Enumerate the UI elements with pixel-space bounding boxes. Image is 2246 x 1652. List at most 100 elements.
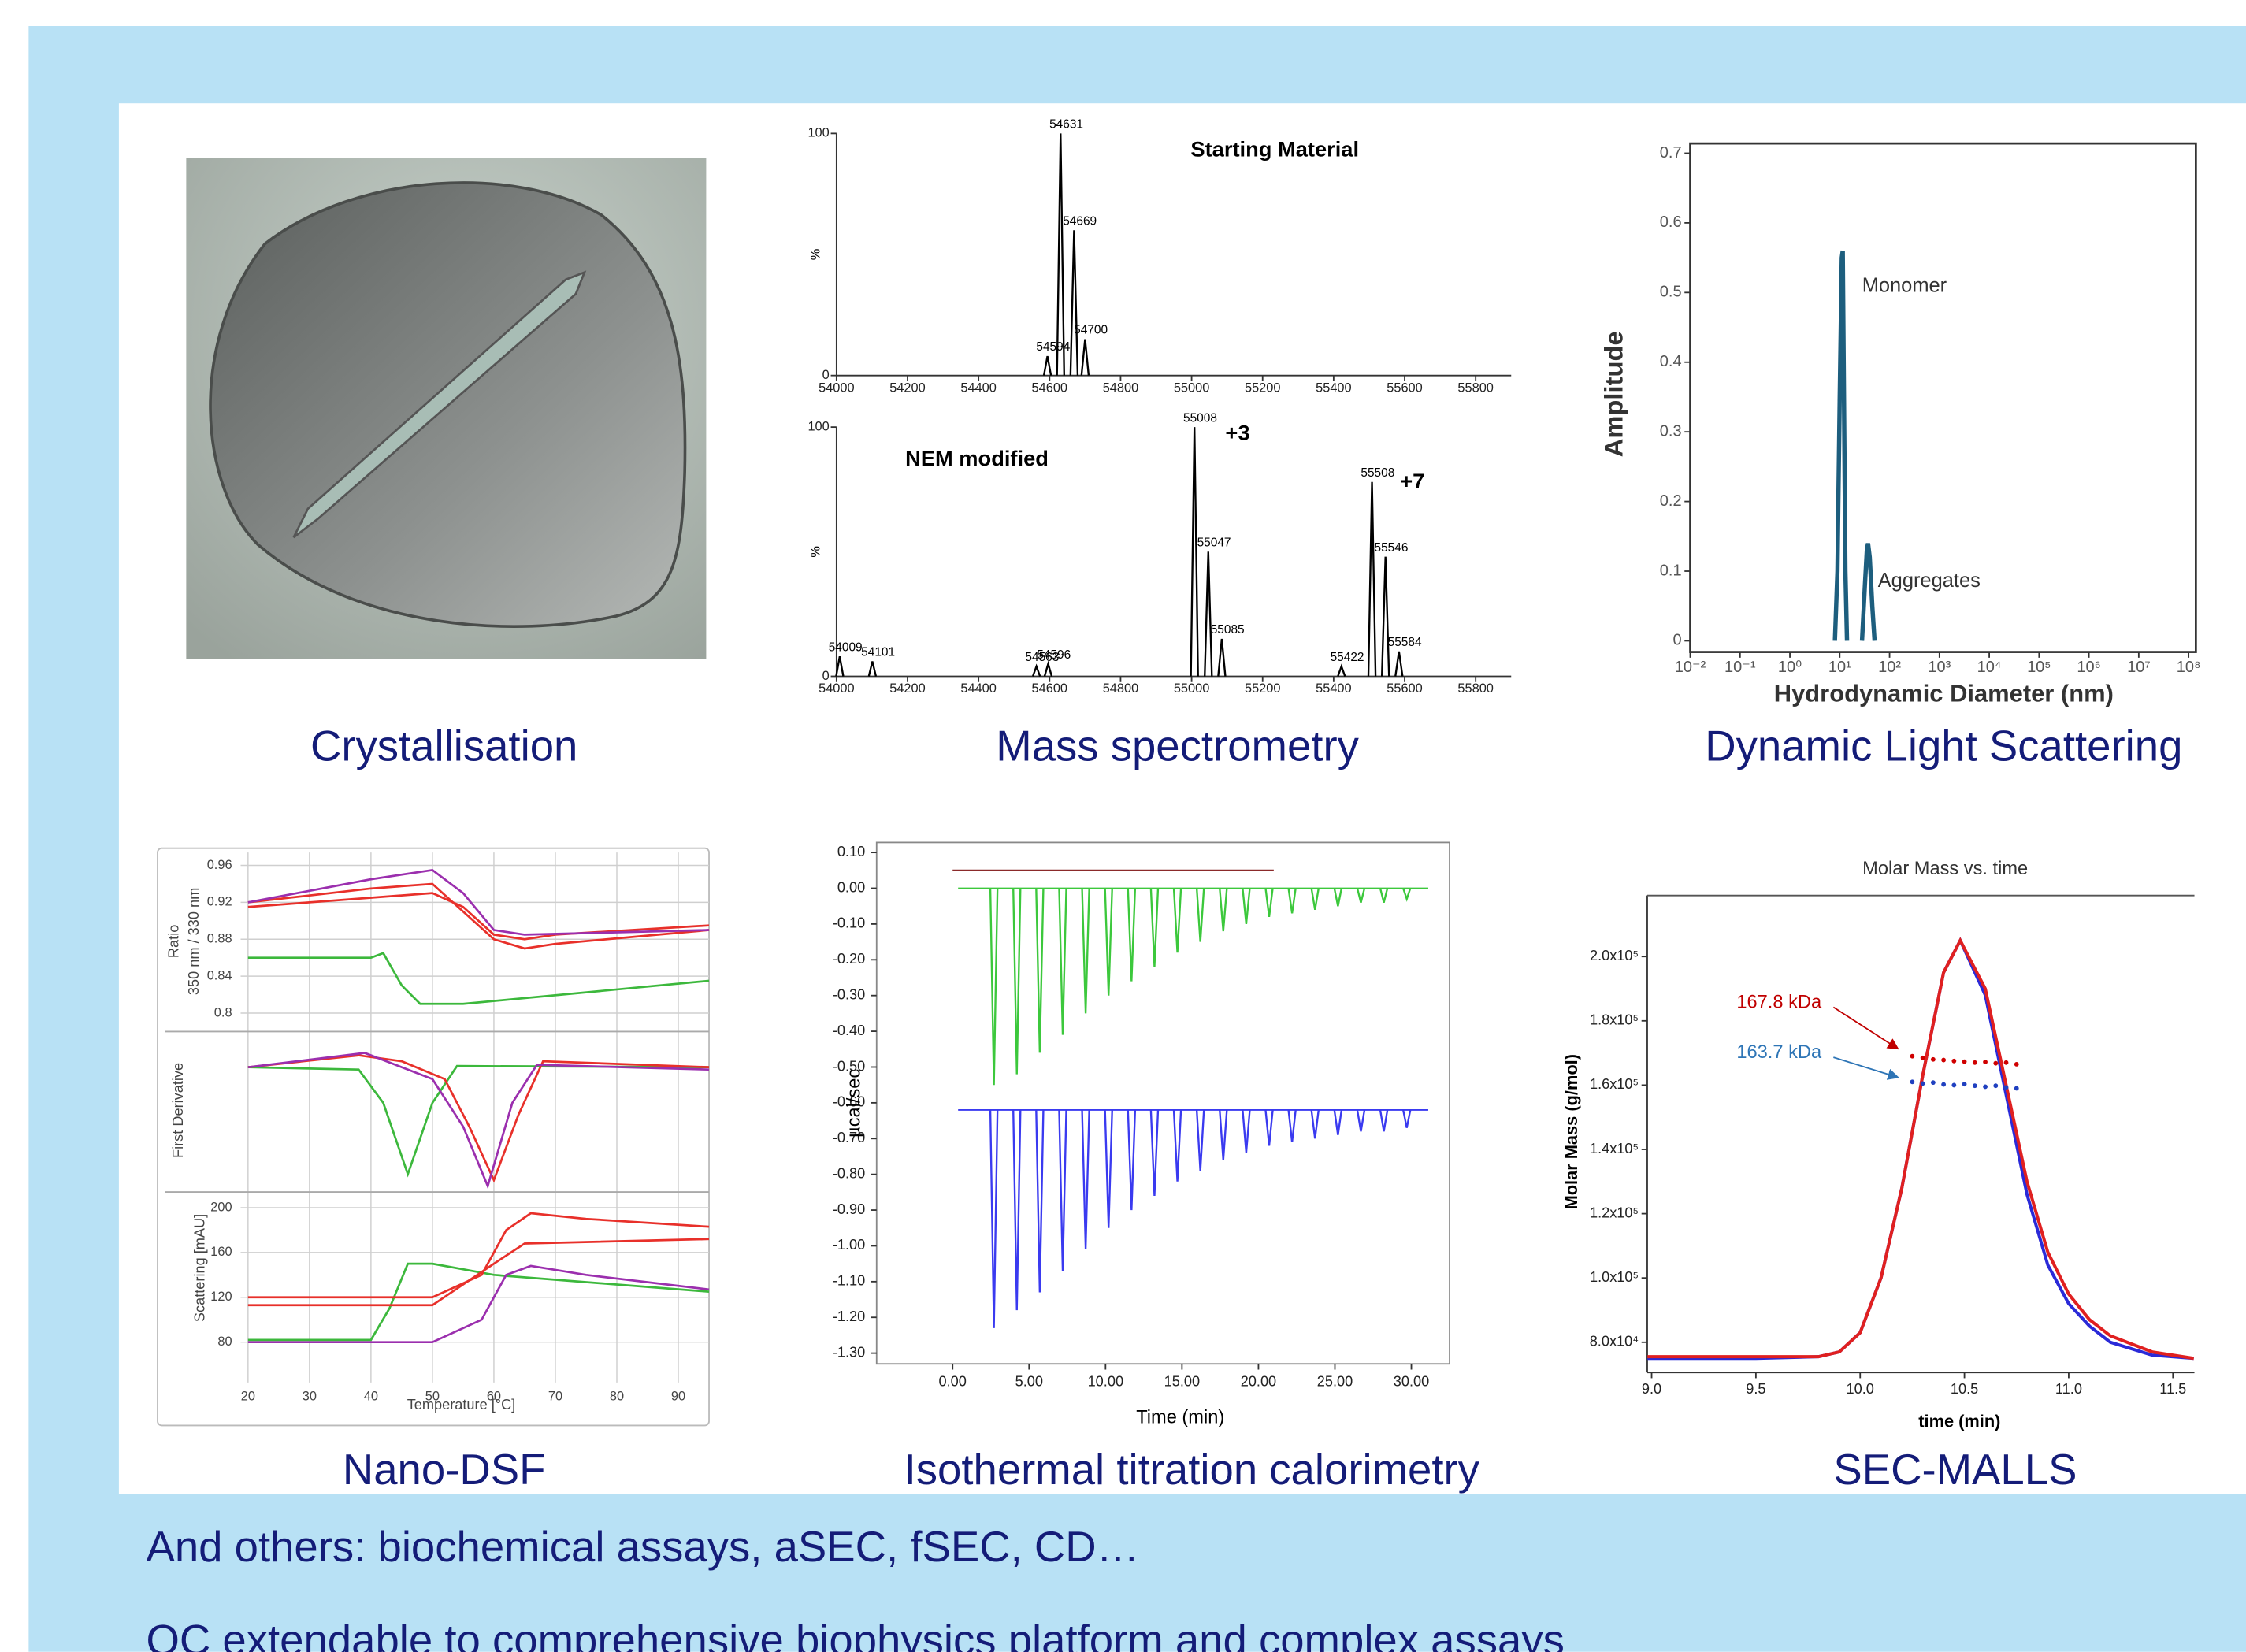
peak-label: 55584 [1388, 636, 1422, 649]
y-tick-label: 0.6 [1660, 213, 1682, 231]
x-tick-label: 55200 [1245, 681, 1281, 696]
y-tick-label: 1.6x10⁵ [1590, 1076, 1639, 1092]
annotation: 163.7 kDa [1736, 1042, 1822, 1063]
x-tick-label: 55400 [1316, 381, 1352, 395]
data-point [1983, 1060, 1988, 1064]
x-tick-label: 10.0 [1847, 1381, 1874, 1397]
y-axis-label: % [809, 249, 823, 261]
caption: Crystallisation [310, 722, 577, 770]
peak-label: 54700 [1074, 324, 1108, 337]
y-tick-label: 1.0x10⁵ [1590, 1269, 1639, 1285]
y-tick-label: 0.84 [207, 968, 232, 982]
x-tick-label: 70 [548, 1389, 562, 1403]
y-tick-label: -0.80 [833, 1165, 865, 1181]
annotation: +3 [1225, 420, 1249, 444]
x-tick-label: 55800 [1457, 381, 1494, 395]
data-point [1921, 1056, 1925, 1060]
x-tick-label: 54600 [1032, 381, 1068, 395]
caption: SEC-MALLS [1833, 1446, 2077, 1494]
series-label: Monomer [1862, 275, 1947, 297]
x-tick-label: 54000 [819, 381, 855, 395]
x-tick-label: 25.00 [1317, 1374, 1353, 1390]
x-tick-label: 10.5 [1951, 1381, 1978, 1397]
y-tick-label: 0.4 [1660, 353, 1682, 370]
data-point [1962, 1082, 1967, 1086]
x-tick-label: 20 [241, 1389, 255, 1403]
x-tick-label: 15.00 [1164, 1374, 1200, 1390]
x-tick-label: 10¹ [1828, 659, 1851, 676]
y-tick-label: -1.00 [833, 1237, 865, 1253]
y-tick-label: 0.10 [837, 844, 865, 859]
x-tick-label: 11.0 [2055, 1381, 2082, 1397]
y-tick-label: 0.88 [207, 932, 232, 946]
x-tick-label: 55000 [1174, 681, 1210, 696]
y-axis-label: µcal/sec [845, 1069, 865, 1138]
peak-label: 55047 [1197, 536, 1231, 549]
x-tick-label: 5.00 [1015, 1374, 1043, 1390]
footer-line: QC extendable to comprehensive biophysic… [146, 1616, 1564, 1652]
y-tick-label: 0.3 [1660, 422, 1682, 440]
data-point [1910, 1054, 1914, 1059]
x-tick-label: 0.00 [939, 1374, 967, 1390]
data-point [1941, 1058, 1946, 1063]
y-tick-label: -1.10 [833, 1273, 865, 1289]
y-tick-label: 0 [822, 669, 830, 683]
y-tick-label: 100 [807, 126, 829, 140]
x-tick-label: 10⁶ [2077, 659, 2100, 676]
x-tick-label: 54400 [960, 381, 997, 395]
peak-label: 54594 [1036, 340, 1070, 354]
x-tick-label: 54200 [889, 381, 926, 395]
x-tick-label: 10.00 [1088, 1374, 1123, 1390]
data-point [1910, 1079, 1914, 1084]
data-point [1951, 1082, 1956, 1087]
y-tick-label: 0.1 [1660, 562, 1682, 579]
x-tick-label: 10⁸ [2177, 659, 2201, 676]
y-tick-label: 0 [822, 368, 830, 382]
x-tick-label: 30 [303, 1389, 317, 1403]
x-axis-label: time (min) [1918, 1412, 2000, 1431]
x-tick-label: 10⁻² [1675, 659, 1706, 676]
y-tick-label: 0.2 [1660, 492, 1682, 510]
y-tick-label: 1.8x10⁵ [1590, 1012, 1639, 1028]
y-tick-label: 2.0x10⁵ [1590, 948, 1639, 963]
x-tick-label: 90 [671, 1389, 685, 1403]
peak-label: 55085 [1211, 623, 1245, 637]
y-axis-label: Amplitude [1599, 331, 1628, 457]
peak-label: 54596 [1037, 648, 1071, 662]
peak-label: 55508 [1361, 466, 1394, 480]
x-tick-label: 55000 [1174, 381, 1210, 395]
x-tick-label: 55600 [1387, 381, 1423, 395]
y-axis-label: % [809, 546, 823, 558]
data-point [2014, 1086, 2019, 1091]
peak-label: 55422 [1331, 651, 1364, 664]
y-tick-label: 0.96 [207, 858, 232, 872]
x-tick-label: 54800 [1103, 681, 1139, 696]
caption: Nano-DSF [343, 1446, 546, 1494]
x-tick-label: 10⁻¹ [1724, 659, 1756, 676]
data-point [1931, 1080, 1936, 1085]
x-tick-label: 20.00 [1241, 1374, 1276, 1390]
data-point [1921, 1081, 1925, 1086]
y-axis-label: Molar Mass (g/mol) [1561, 1054, 1581, 1209]
peak-label: 54669 [1063, 214, 1097, 228]
x-tick-label: 54000 [819, 681, 855, 696]
annotation: +7 [1400, 469, 1424, 493]
page: Crystallisation Mass spectrometry Dynami… [0, 0, 2246, 1652]
y-axis-label: Ratio [166, 925, 182, 958]
y-axis-label: First Derivative [170, 1063, 186, 1158]
y-tick-label: 8.0x10⁴ [1590, 1334, 1639, 1349]
data-point [1993, 1061, 1998, 1066]
y-tick-label: 0.92 [207, 895, 232, 909]
y-tick-label: 160 [210, 1245, 232, 1259]
y-tick-label: 0 [1672, 632, 1681, 649]
data-point [1962, 1060, 1967, 1064]
x-tick-label: 80 [610, 1389, 624, 1403]
caption: Dynamic Light Scattering [1705, 722, 2182, 770]
slide: Crystallisation Mass spectrometry Dynami… [0, 0, 2246, 1652]
data-point [1983, 1085, 1988, 1090]
x-tick-label: 54200 [889, 681, 926, 696]
peak-label: 55546 [1374, 541, 1408, 555]
series-label: Aggregates [1878, 570, 1981, 592]
data-point [2004, 1085, 2009, 1090]
x-axis-label: Time (min) [1136, 1408, 1224, 1428]
